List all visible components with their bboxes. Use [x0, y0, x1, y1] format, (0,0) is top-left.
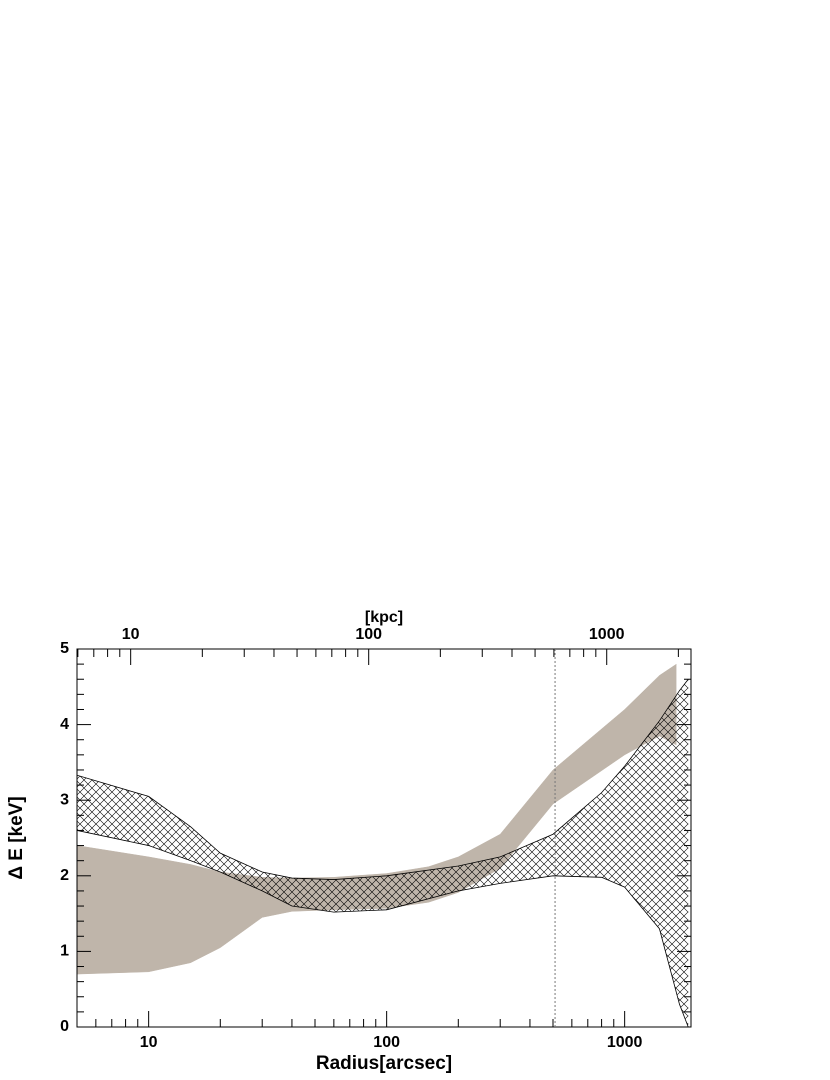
x2-tick-label: 1000 [589, 626, 625, 643]
y-axis-title: Δ E [keV] [6, 796, 27, 879]
x2-tick-label: 10 [122, 626, 140, 643]
y-tick-label: 1 [60, 943, 69, 960]
y-tick-label: 0 [60, 1018, 69, 1035]
band-fill [77, 664, 677, 975]
x2-tick-label: 100 [355, 626, 382, 643]
x-axis-title: Radius[arcsec] [316, 1053, 452, 1074]
band-edge [77, 830, 689, 1027]
band-edge [77, 663, 677, 879]
x-tick-label: 1000 [607, 1034, 643, 1051]
x-tick-label: 100 [373, 1034, 400, 1051]
x2-axis-title: [kpc] [365, 609, 403, 626]
y-tick-label: 3 [60, 791, 69, 808]
y-tick-label: 5 [60, 640, 69, 657]
y-tick-label: 4 [60, 716, 69, 733]
plot-frame [76, 648, 692, 1028]
x-tick-label: 10 [140, 1034, 158, 1051]
y-tick-label: 2 [60, 867, 69, 884]
band-fill [77, 679, 689, 1027]
band-edge [77, 678, 689, 880]
plot-area [77, 663, 689, 1027]
